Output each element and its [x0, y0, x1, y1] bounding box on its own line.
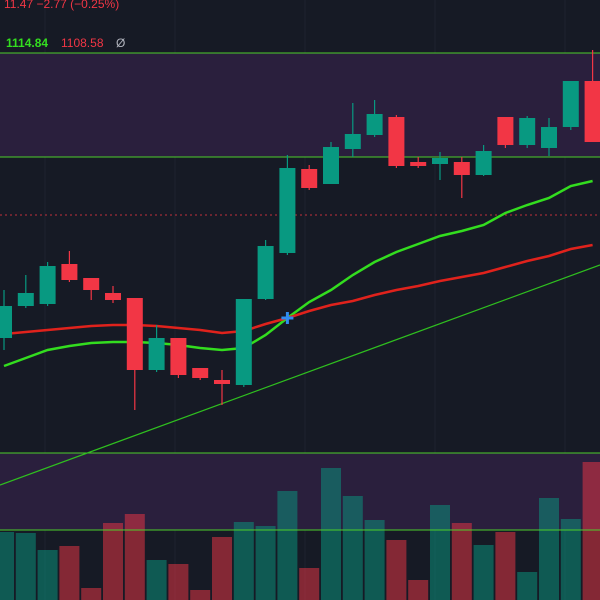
- candle-body: [235, 299, 252, 385]
- trendline: [0, 264, 600, 486]
- candle-body: [126, 298, 143, 370]
- candle-body: [301, 169, 318, 188]
- candle-body: [388, 117, 405, 166]
- candle-body: [432, 158, 448, 164]
- volume-bar: [582, 462, 600, 600]
- volume-bar: [0, 532, 14, 600]
- change-text: 11.47 −2.77 (−0.25%): [4, 0, 119, 11]
- candle-body: [39, 266, 56, 304]
- candle-body: [475, 151, 492, 175]
- volume-bar: [408, 580, 429, 600]
- candle-body: [519, 118, 536, 145]
- volume-bar: [321, 468, 341, 600]
- volume-bar: [81, 588, 102, 600]
- volume-bar: [190, 590, 211, 600]
- volume-bar: [517, 572, 538, 600]
- volume-bar: [146, 560, 167, 600]
- volume-bar: [451, 523, 472, 600]
- candle-body: [148, 338, 165, 370]
- volume-bar: [233, 522, 254, 600]
- volume-bar: [124, 514, 145, 600]
- volume-bar: [299, 568, 320, 600]
- candle-body: [17, 293, 34, 306]
- volume-bar: [364, 520, 385, 600]
- volume-band: [0, 453, 600, 530]
- volume-bar: [59, 546, 80, 600]
- candle-body: [279, 168, 296, 253]
- volume-bar: [255, 526, 276, 600]
- candle-body: [192, 368, 209, 378]
- candle-body: [83, 278, 100, 290]
- volume-bar: [103, 523, 123, 600]
- volume-bar: [342, 496, 363, 600]
- volume-bar: [37, 550, 58, 600]
- volume-bar: [277, 491, 298, 600]
- candle-body: [61, 264, 78, 280]
- volume-bar: [430, 505, 450, 600]
- candle-body: [170, 338, 187, 375]
- candle-body: [257, 246, 274, 299]
- candle-body: [584, 81, 600, 142]
- down-value: 1108.58: [61, 36, 104, 50]
- volume-bar: [212, 537, 232, 600]
- candle-body: [323, 147, 339, 184]
- volume-bar: [168, 564, 189, 600]
- candle-body: [497, 117, 514, 145]
- candle-body: [453, 162, 470, 175]
- candle-body: [541, 127, 557, 148]
- volume-bar: [539, 498, 559, 600]
- candle-body: [105, 293, 121, 300]
- candle-body: [410, 162, 427, 166]
- volume-bar: [386, 540, 407, 600]
- up-value: 1114.84: [6, 36, 48, 50]
- volume-bar: [473, 545, 494, 600]
- volume-bar: [560, 519, 581, 600]
- candle-body: [0, 306, 12, 338]
- volume-bar: [15, 533, 36, 600]
- symbol: Ø: [116, 36, 125, 50]
- candle-body: [214, 380, 230, 384]
- volume-bar: [495, 532, 516, 600]
- candle-body: [344, 134, 361, 149]
- moving-average: [3, 179, 593, 368]
- cross-marker: [281, 312, 294, 324]
- moving-average: [3, 243, 593, 336]
- candle-body: [366, 114, 383, 135]
- candle-body: [562, 81, 579, 127]
